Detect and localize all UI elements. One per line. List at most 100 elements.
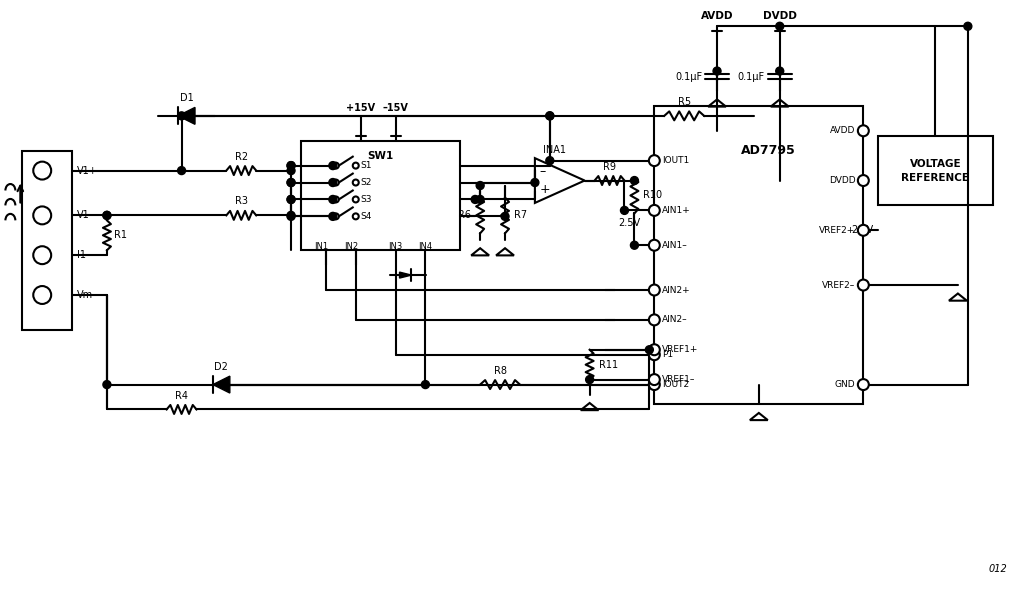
Text: +15V: +15V <box>346 103 375 113</box>
Circle shape <box>546 157 554 165</box>
Circle shape <box>287 195 295 204</box>
Circle shape <box>333 179 339 185</box>
Circle shape <box>329 179 337 186</box>
Text: AVDD: AVDD <box>830 126 855 135</box>
Circle shape <box>546 112 554 120</box>
Text: AIN2+: AIN2+ <box>663 286 691 294</box>
Circle shape <box>649 240 659 251</box>
Text: S1: S1 <box>360 161 372 170</box>
Circle shape <box>471 195 479 204</box>
Text: GND: GND <box>835 380 855 389</box>
Text: D1: D1 <box>179 93 194 103</box>
Circle shape <box>649 379 659 390</box>
Circle shape <box>631 241 638 249</box>
Circle shape <box>858 225 868 236</box>
Circle shape <box>858 280 868 290</box>
Text: R7: R7 <box>514 211 527 221</box>
Text: IN4: IN4 <box>419 242 432 251</box>
Text: R1: R1 <box>114 230 127 240</box>
Text: AD7795: AD7795 <box>741 144 797 157</box>
Text: S4: S4 <box>360 212 372 221</box>
Text: R8: R8 <box>494 366 507 376</box>
Circle shape <box>713 67 721 75</box>
Text: VREF1–: VREF1– <box>663 375 695 384</box>
Text: R10: R10 <box>643 191 663 201</box>
Circle shape <box>776 22 783 30</box>
Text: IOUT1: IOUT1 <box>663 156 689 165</box>
Circle shape <box>103 381 111 389</box>
Circle shape <box>858 379 868 390</box>
Bar <box>23 150 72 330</box>
Polygon shape <box>213 376 229 393</box>
Circle shape <box>287 195 295 204</box>
Bar <box>654 106 863 405</box>
Circle shape <box>649 314 659 325</box>
Circle shape <box>858 125 868 136</box>
Bar <box>879 136 992 205</box>
Circle shape <box>649 349 659 360</box>
Circle shape <box>287 212 295 220</box>
Circle shape <box>476 182 484 189</box>
Text: R9: R9 <box>603 162 616 172</box>
Text: DVDD: DVDD <box>828 176 855 185</box>
Text: +: + <box>540 183 551 196</box>
Circle shape <box>352 214 358 219</box>
Circle shape <box>501 212 509 220</box>
Circle shape <box>649 155 659 166</box>
Circle shape <box>649 205 659 216</box>
Circle shape <box>649 284 659 296</box>
Text: D2: D2 <box>214 362 228 372</box>
Circle shape <box>352 196 358 202</box>
Text: 012: 012 <box>989 563 1008 573</box>
Text: V1–: V1– <box>77 211 94 221</box>
Circle shape <box>333 214 339 219</box>
Circle shape <box>33 286 51 304</box>
Circle shape <box>103 211 111 219</box>
Text: Vm: Vm <box>77 290 93 300</box>
Text: V1+: V1+ <box>77 166 98 176</box>
Text: 2.5V: 2.5V <box>618 218 640 228</box>
Text: VREF1+: VREF1+ <box>663 345 698 354</box>
Text: P1: P1 <box>663 350 674 359</box>
Text: AIN2–: AIN2– <box>663 316 688 325</box>
Text: S2: S2 <box>360 178 372 187</box>
Text: IN3: IN3 <box>388 242 402 251</box>
Text: 2.5V: 2.5V <box>851 225 873 235</box>
Circle shape <box>530 179 539 186</box>
Circle shape <box>287 179 295 186</box>
Text: R2: R2 <box>234 152 248 162</box>
Circle shape <box>103 211 111 219</box>
Text: INA1: INA1 <box>544 145 566 155</box>
Circle shape <box>177 166 185 175</box>
Circle shape <box>645 346 653 354</box>
Circle shape <box>352 179 358 185</box>
Text: –: – <box>540 165 546 178</box>
Text: R4: R4 <box>175 391 188 401</box>
Circle shape <box>649 374 659 385</box>
Circle shape <box>546 112 554 120</box>
Text: IOUT2: IOUT2 <box>663 380 689 389</box>
Circle shape <box>631 176 638 185</box>
Circle shape <box>333 196 339 202</box>
Text: VREF2–: VREF2– <box>822 281 855 290</box>
Text: AIN1–: AIN1– <box>663 241 688 250</box>
Text: 0.1μF: 0.1μF <box>675 71 702 81</box>
Circle shape <box>422 381 429 389</box>
Circle shape <box>964 22 972 30</box>
Circle shape <box>33 206 51 224</box>
Text: R11: R11 <box>599 360 617 370</box>
Circle shape <box>329 162 337 169</box>
Circle shape <box>586 376 594 384</box>
Polygon shape <box>178 107 195 124</box>
Text: R3: R3 <box>234 196 248 206</box>
Circle shape <box>858 175 868 186</box>
Text: VOLTAGE: VOLTAGE <box>909 159 962 169</box>
Circle shape <box>287 211 295 219</box>
Circle shape <box>649 345 659 355</box>
Circle shape <box>177 112 185 120</box>
Circle shape <box>33 162 51 179</box>
Text: SW1: SW1 <box>368 150 394 160</box>
Polygon shape <box>399 272 412 278</box>
Circle shape <box>333 163 339 169</box>
Text: DVDD: DVDD <box>763 11 797 21</box>
